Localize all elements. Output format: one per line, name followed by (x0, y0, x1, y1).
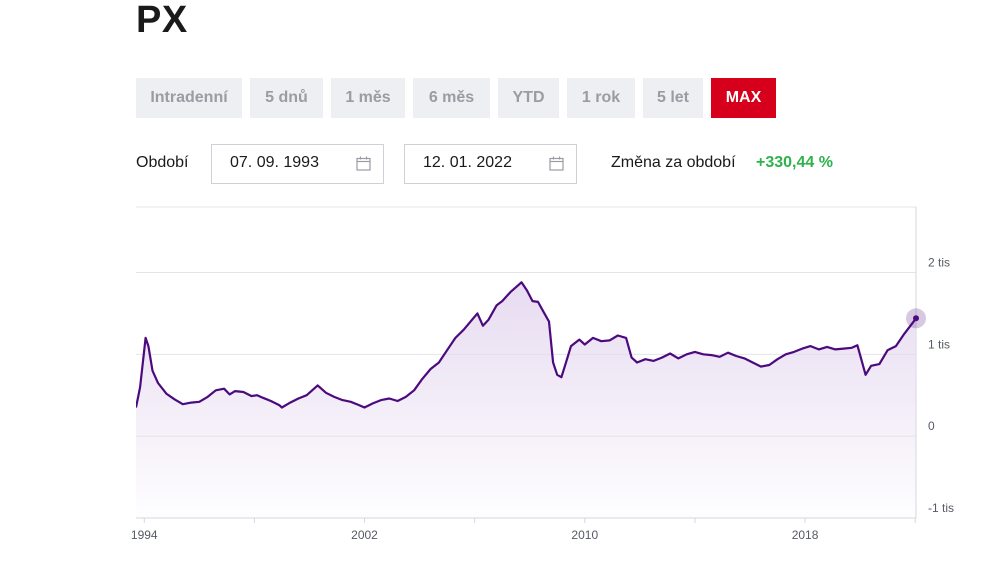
period-button-ytd[interactable]: YTD (498, 78, 559, 118)
period-button-1-year[interactable]: 1 rok (567, 78, 635, 118)
y-tick-label: 2 tis (928, 255, 950, 269)
date-to-field[interactable] (404, 144, 577, 184)
calendar-icon[interactable] (549, 156, 564, 171)
period-selector: Intradenní 5 dnů 1 měs 6 měs YTD 1 rok 5… (136, 78, 776, 118)
period-button-5-years[interactable]: 5 let (643, 78, 703, 118)
date-from-field[interactable] (211, 144, 384, 184)
y-tick-label: 1 tis (928, 337, 950, 351)
change-label: Změna za období (611, 154, 736, 171)
calendar-icon[interactable] (356, 156, 371, 171)
period-button-6-months[interactable]: 6 měs (413, 78, 490, 118)
change-value: +330,44 % (756, 154, 833, 171)
period-button-1-month[interactable]: 1 měs (331, 78, 405, 118)
x-tick-label: 2018 (792, 528, 819, 542)
x-tick-label: 2002 (351, 528, 378, 542)
last-point-marker (913, 315, 919, 322)
page-title: PX (136, 0, 188, 41)
date-range-row: Období Změna za období +330,44 % (136, 144, 896, 184)
range-label: Období (136, 154, 189, 171)
x-tick-label: 2010 (571, 528, 598, 542)
period-button-intraday[interactable]: Intradenní (136, 78, 242, 118)
series-line (136, 281, 917, 409)
period-button-max[interactable]: MAX (711, 78, 776, 118)
x-tick-label: 1994 (131, 528, 158, 542)
y-tick-label: -1 tis (928, 501, 954, 515)
date-to-input[interactable] (423, 154, 543, 172)
date-from-input[interactable] (230, 154, 350, 172)
period-button-5-days[interactable]: 5 dnů (250, 78, 323, 118)
series-area (136, 282, 916, 518)
y-tick-label: 0 (928, 419, 935, 433)
